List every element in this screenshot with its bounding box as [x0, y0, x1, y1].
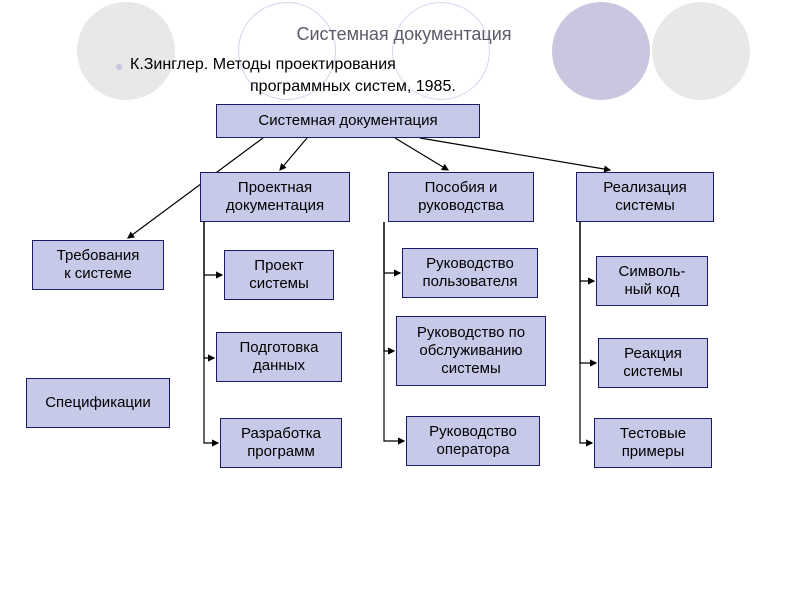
- node-col3_a: Руководствопользователя: [402, 248, 538, 298]
- background-circle: [552, 2, 650, 100]
- subtitle-line-2: программных систем, 1985.: [250, 78, 456, 96]
- edge: [420, 138, 610, 170]
- node-col2_head: Проектнаядокументация: [200, 172, 350, 222]
- subtitle-line-1: К.Зинглер. Методы проектирования: [130, 56, 396, 74]
- diagram-canvas: { "background": { "color": "#ffffff", "c…: [0, 0, 800, 600]
- node-col2_c: Разработкапрограмм: [220, 418, 342, 468]
- node-col3_head: Пособия ируководства: [388, 172, 534, 222]
- slide-title: Системная документация: [254, 24, 554, 45]
- node-col4_b: Реакциясистемы: [598, 338, 708, 388]
- edge: [580, 222, 594, 281]
- edge: [204, 222, 222, 275]
- node-col1_b: Спецификации: [26, 378, 170, 428]
- edge: [280, 138, 307, 170]
- edge: [384, 222, 400, 273]
- node-root: Системная документация: [216, 104, 480, 138]
- background-circle: [652, 2, 750, 100]
- edge: [384, 222, 394, 351]
- node-col2_b: Подготовкаданных: [216, 332, 342, 382]
- bullet-icon: [116, 64, 122, 70]
- node-col4_head: Реализациясистемы: [576, 172, 714, 222]
- edge: [580, 222, 596, 363]
- background-circle: [77, 2, 175, 100]
- edge: [204, 222, 214, 358]
- node-col4_c: Тестовыепримеры: [594, 418, 712, 468]
- node-col2_a: Проектсистемы: [224, 250, 334, 300]
- node-col1_a: Требованияк системе: [32, 240, 164, 290]
- node-col3_c: Руководствооператора: [406, 416, 540, 466]
- edge: [395, 138, 448, 170]
- node-col4_a: Символь-ный код: [596, 256, 708, 306]
- edge: [580, 222, 592, 443]
- node-col3_b: Руководство пообслуживаниюсистемы: [396, 316, 546, 386]
